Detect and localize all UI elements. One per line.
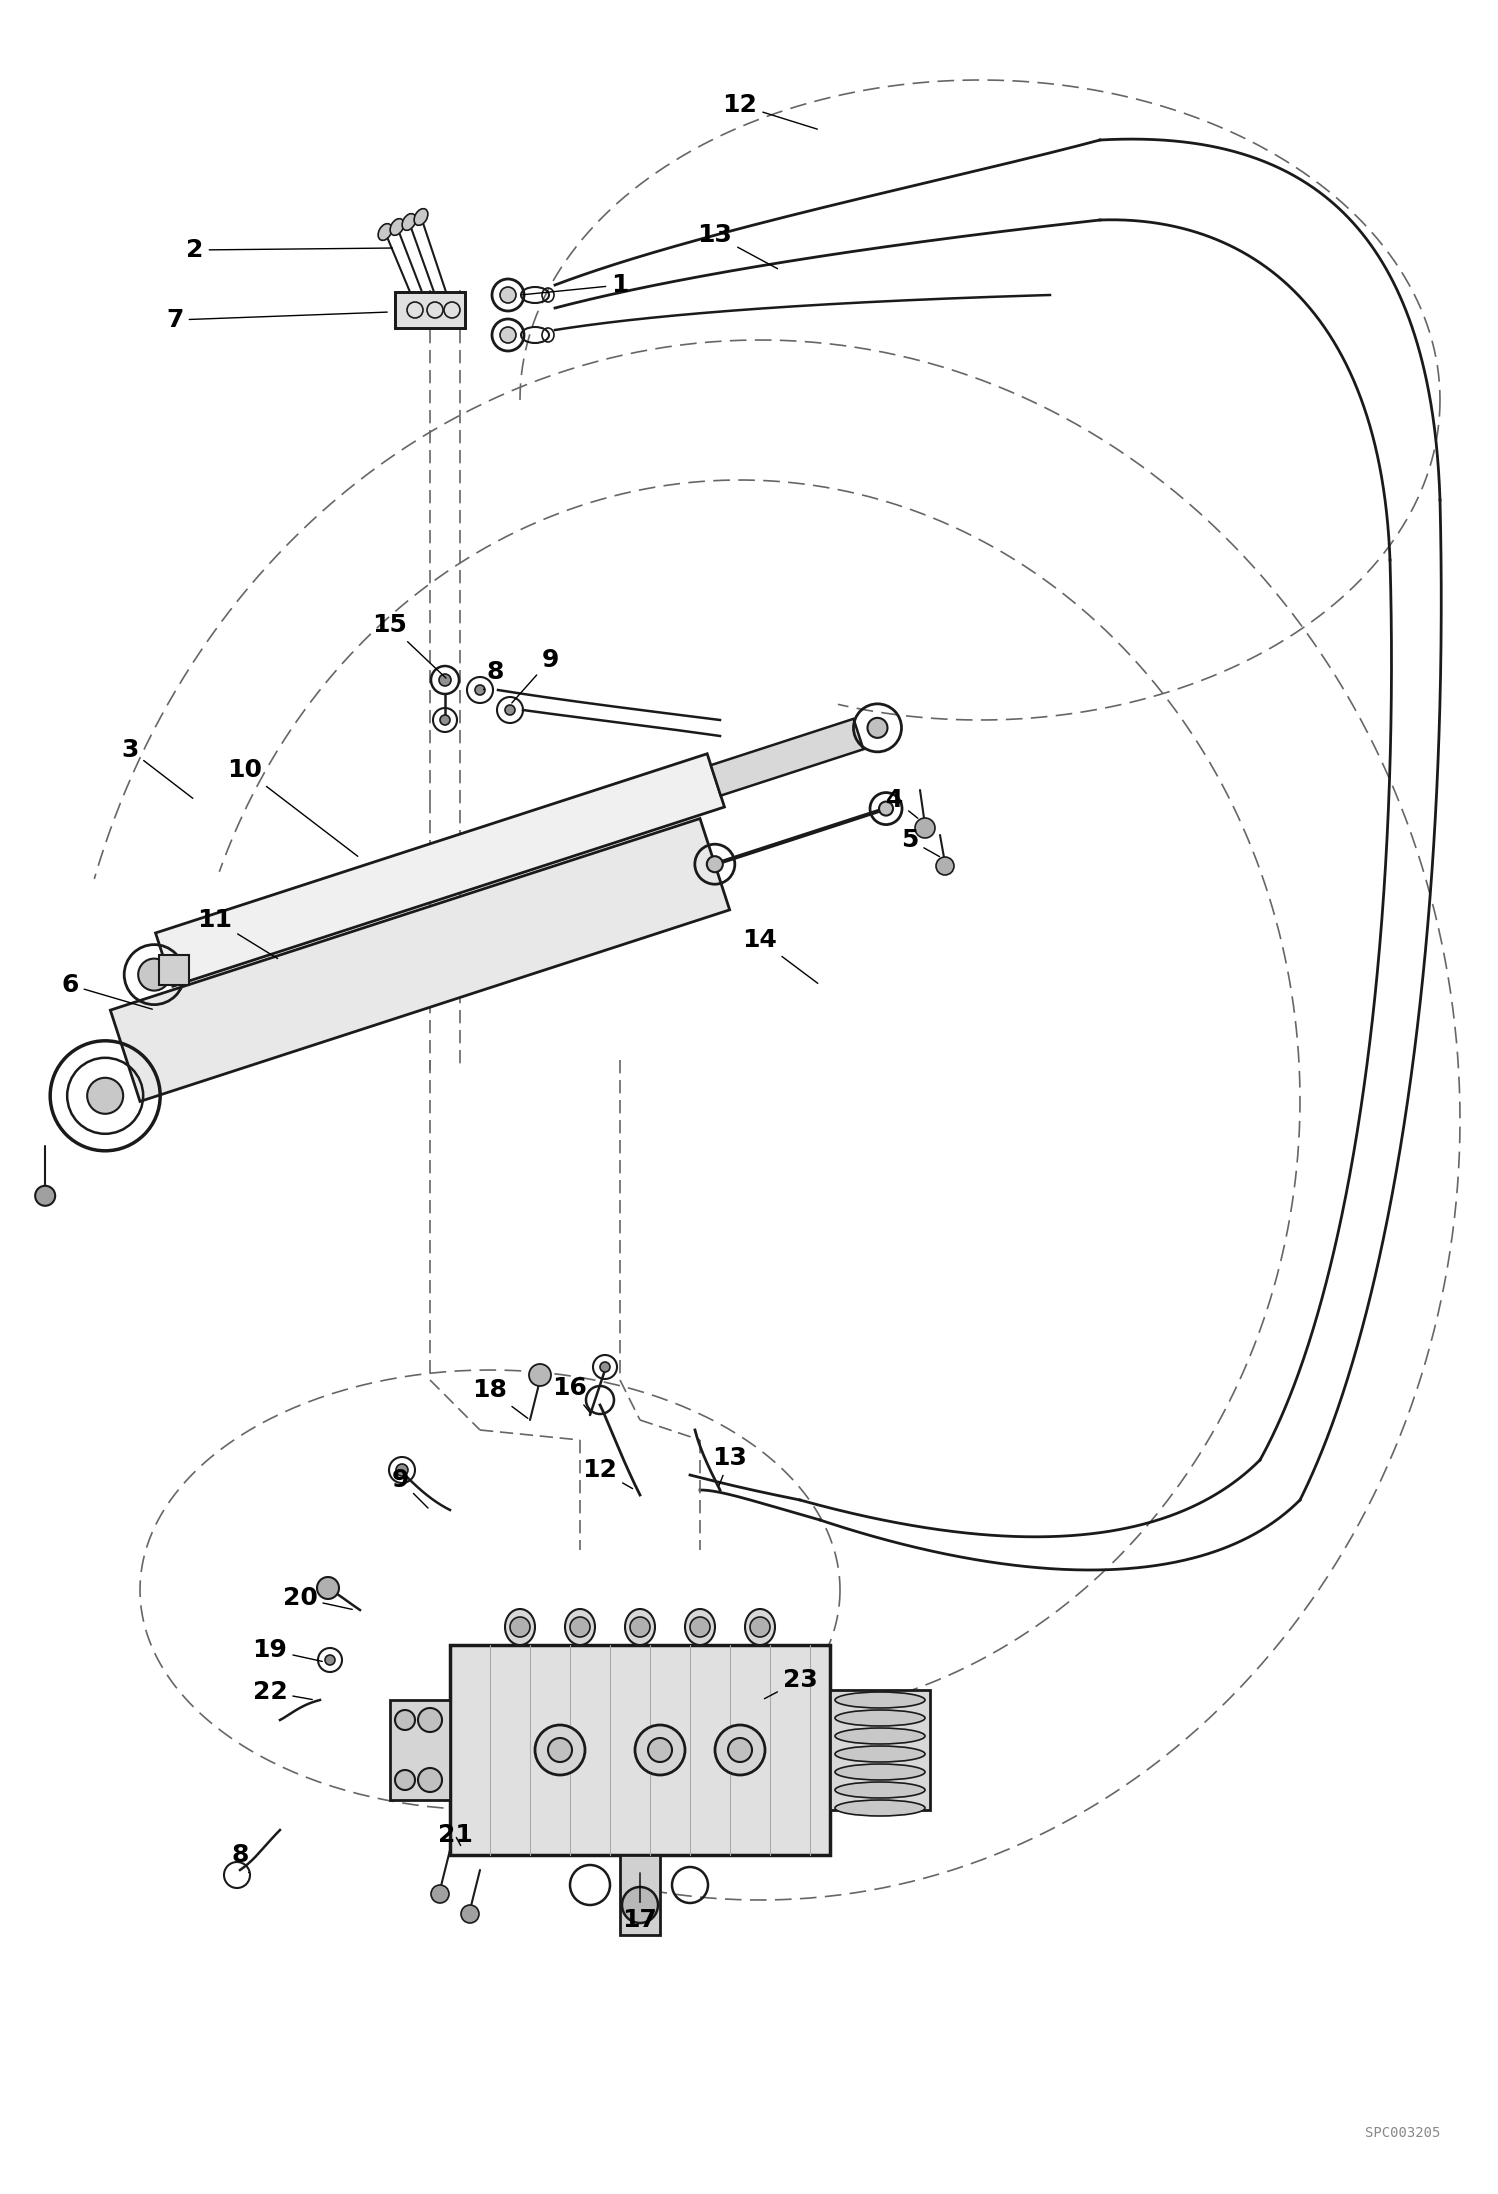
Ellipse shape [625,1608,655,1646]
Text: 11: 11 [198,908,277,959]
Text: 3: 3 [121,737,193,799]
Ellipse shape [834,1729,924,1744]
Text: 4: 4 [887,788,918,818]
Text: 21: 21 [437,1823,472,1847]
Polygon shape [712,720,863,796]
Text: 12: 12 [583,1459,632,1488]
Circle shape [318,1577,339,1599]
Bar [449,1646,830,1854]
Circle shape [395,1463,407,1477]
Text: 22: 22 [253,1681,312,1705]
Ellipse shape [834,1764,924,1779]
Circle shape [750,1617,770,1637]
Circle shape [631,1617,650,1637]
Circle shape [915,818,935,838]
Text: 13: 13 [713,1446,748,1485]
Text: 14: 14 [743,928,818,983]
Circle shape [395,1709,415,1731]
Text: 12: 12 [722,92,818,129]
Circle shape [529,1365,551,1387]
Circle shape [395,1771,415,1790]
Text: 23: 23 [764,1667,818,1698]
Circle shape [500,287,515,303]
Text: 19: 19 [253,1639,322,1663]
Circle shape [34,1185,55,1207]
Text: 7: 7 [166,307,386,331]
Text: 10: 10 [228,757,358,856]
Text: 6: 6 [61,972,153,1009]
Ellipse shape [834,1709,924,1727]
Circle shape [707,856,724,873]
Ellipse shape [565,1608,595,1646]
Ellipse shape [745,1608,774,1646]
Ellipse shape [377,224,392,241]
Circle shape [622,1887,658,1922]
Polygon shape [156,755,725,987]
Text: 9: 9 [512,647,559,702]
Circle shape [753,1694,767,1707]
Bar [830,1689,930,1810]
Bar [389,1700,449,1799]
Text: 2: 2 [186,237,392,261]
Circle shape [475,685,485,695]
Circle shape [728,1738,752,1762]
Circle shape [879,801,893,816]
Circle shape [431,1885,449,1902]
Ellipse shape [413,208,428,226]
Circle shape [440,715,449,724]
Ellipse shape [685,1608,715,1646]
Bar [395,292,464,327]
Text: 18: 18 [472,1378,527,1417]
Text: 16: 16 [553,1376,590,1413]
Circle shape [601,1362,610,1371]
Circle shape [867,717,887,737]
Text: 20: 20 [283,1586,352,1610]
Circle shape [649,1738,673,1762]
Circle shape [691,1617,710,1637]
Bar [159,954,189,985]
Circle shape [715,1724,765,1775]
Circle shape [325,1654,336,1665]
Circle shape [571,1617,590,1637]
Circle shape [500,327,515,342]
Circle shape [635,1724,685,1775]
Text: 5: 5 [902,827,939,856]
Text: 17: 17 [623,1874,658,1933]
Circle shape [505,704,515,715]
Text: 13: 13 [698,224,777,268]
Ellipse shape [389,219,404,235]
Circle shape [461,1904,479,1922]
Circle shape [138,959,171,992]
Text: SPC003205: SPC003205 [1365,2126,1440,2139]
Circle shape [548,1738,572,1762]
Circle shape [418,1768,442,1792]
Polygon shape [111,818,730,1101]
Ellipse shape [834,1782,924,1799]
Ellipse shape [834,1746,924,1762]
Ellipse shape [834,1799,924,1817]
Ellipse shape [505,1608,535,1646]
Text: 1: 1 [523,272,629,296]
Circle shape [535,1724,586,1775]
Circle shape [87,1077,123,1115]
Circle shape [936,858,954,875]
Text: 9: 9 [391,1468,428,1507]
Bar [395,292,464,327]
Circle shape [509,1617,530,1637]
Ellipse shape [401,213,416,230]
Text: 15: 15 [373,612,446,678]
Bar [620,1854,661,1935]
Circle shape [418,1707,442,1731]
Text: 8: 8 [484,660,503,689]
Ellipse shape [834,1692,924,1707]
Circle shape [439,674,451,687]
Text: 8: 8 [231,1843,249,1871]
